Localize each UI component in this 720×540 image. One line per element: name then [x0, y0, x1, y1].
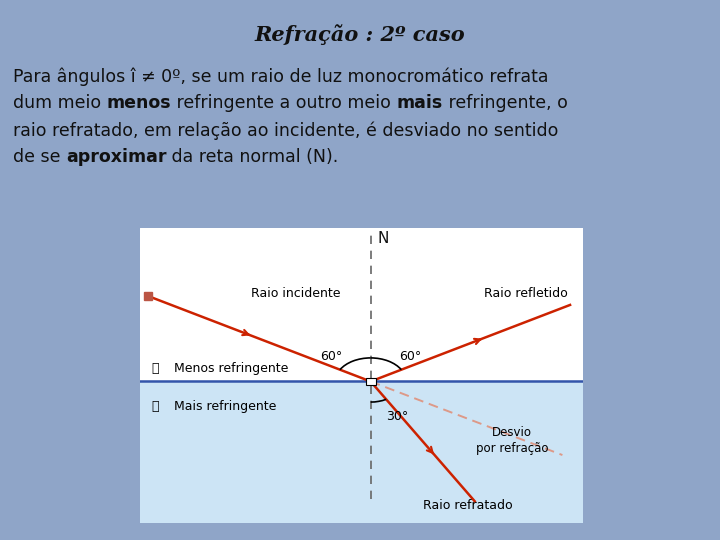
Text: 60°: 60°	[400, 350, 422, 363]
Text: Mais refringente: Mais refringente	[174, 400, 276, 413]
Text: menos: menos	[107, 94, 171, 112]
Text: aproximar: aproximar	[66, 148, 166, 166]
Text: Menos refringente: Menos refringente	[174, 362, 288, 375]
Text: Para ângulos î ≠ 0º, se um raio de luz monocromático refrata: Para ângulos î ≠ 0º, se um raio de luz m…	[13, 68, 549, 86]
Bar	[140, 381, 583, 523]
Text: mais: mais	[397, 94, 443, 112]
Text: Ⓐ: Ⓐ	[151, 362, 159, 375]
Text: Raio refratado: Raio refratado	[423, 498, 513, 511]
Text: Desvio
por refração: Desvio por refração	[476, 426, 549, 455]
Bar	[140, 228, 583, 381]
Text: Ⓑ: Ⓑ	[151, 400, 159, 413]
Text: dum meio: dum meio	[13, 94, 107, 112]
Text: de se: de se	[13, 148, 66, 166]
Bar	[366, 378, 376, 384]
Text: raio refratado, em relação ao incidente, é desviado no sentido: raio refratado, em relação ao incidente,…	[13, 122, 558, 140]
Text: Refração : 2º caso: Refração : 2º caso	[255, 24, 465, 45]
Text: N: N	[377, 231, 389, 246]
Text: refringente a outro meio: refringente a outro meio	[171, 94, 397, 112]
Text: Raio incidente: Raio incidente	[251, 287, 340, 300]
Text: 30°: 30°	[386, 410, 408, 423]
Text: 60°: 60°	[320, 350, 342, 363]
Text: Raio refletido: Raio refletido	[484, 287, 567, 300]
Text: da reta normal (N).: da reta normal (N).	[166, 148, 338, 166]
Text: refringente, o: refringente, o	[443, 94, 567, 112]
